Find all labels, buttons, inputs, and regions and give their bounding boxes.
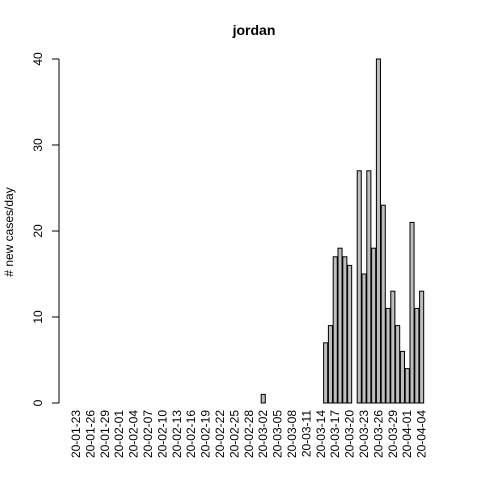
- x-tick-label: 20-04-01: [400, 410, 414, 458]
- x-tick-label: 20-03-08: [285, 410, 299, 458]
- x-tick-label: 20-03-26: [371, 410, 385, 458]
- bar: [414, 307, 420, 404]
- y-axis-label: # new cases/day: [2, 187, 16, 276]
- bar: [323, 342, 329, 404]
- bar: [371, 247, 377, 404]
- x-tick-label: 20-01-23: [69, 410, 83, 458]
- bar: [390, 290, 396, 404]
- chart-title: jordan: [232, 22, 276, 38]
- x-tick-label: 20-02-16: [184, 410, 198, 458]
- x-tick-label: 20-02-22: [213, 410, 227, 458]
- x-tick-label: 20-03-05: [271, 410, 285, 458]
- bar: [419, 290, 425, 404]
- bar: [366, 170, 372, 404]
- bar: [361, 273, 367, 404]
- x-axis: 20-01-23 20-01-26 20-01-29 20-02-01 20-02-04…: [69, 410, 429, 458]
- x-tick-label: 20-04-04: [415, 410, 429, 458]
- bar: [347, 264, 353, 404]
- bar: [385, 307, 391, 404]
- x-tick-label: 20-03-02: [256, 410, 270, 458]
- bar: [409, 221, 415, 404]
- bar: [380, 204, 386, 404]
- y-tick-label: 30: [31, 138, 45, 152]
- x-tick-label: 20-02-19: [199, 410, 213, 458]
- bar: [356, 170, 362, 404]
- x-tick-label: 20-02-01: [112, 410, 126, 458]
- bar: [327, 325, 333, 404]
- bar: [399, 350, 405, 404]
- bar: [337, 247, 343, 404]
- x-tick-label: 20-02-13: [170, 410, 184, 458]
- bar: [395, 325, 401, 404]
- bars: [260, 58, 425, 404]
- y-tick-label: 10: [31, 310, 45, 324]
- x-tick-label: 20-02-04: [127, 410, 141, 458]
- y-tick-label: 0: [31, 399, 45, 406]
- x-tick-label: 20-03-20: [343, 410, 357, 458]
- bar: [404, 368, 410, 404]
- x-tick-label: 20-02-10: [155, 410, 169, 458]
- bar: [342, 256, 348, 404]
- x-tick-label: 20-02-25: [227, 410, 241, 458]
- bar: [260, 393, 266, 404]
- y-axis: 0 10 20 30 40: [31, 52, 60, 406]
- x-tick-label: 20-03-17: [328, 410, 342, 458]
- x-tick-label: 20-01-26: [83, 410, 97, 458]
- x-tick-label: 20-02-07: [141, 410, 155, 458]
- x-tick-label: 20-03-23: [357, 410, 371, 458]
- x-tick-label: 20-03-14: [314, 410, 328, 458]
- y-tick-label: 40: [31, 52, 45, 66]
- bar: [332, 256, 338, 404]
- x-tick-label: 20-03-11: [299, 410, 313, 457]
- bar: [375, 58, 381, 404]
- x-tick-label: 20-01-29: [98, 410, 112, 458]
- y-tick-label: 20: [31, 224, 45, 238]
- x-tick-label: 20-02-28: [242, 410, 256, 458]
- x-tick-label: 20-03-29: [386, 410, 400, 458]
